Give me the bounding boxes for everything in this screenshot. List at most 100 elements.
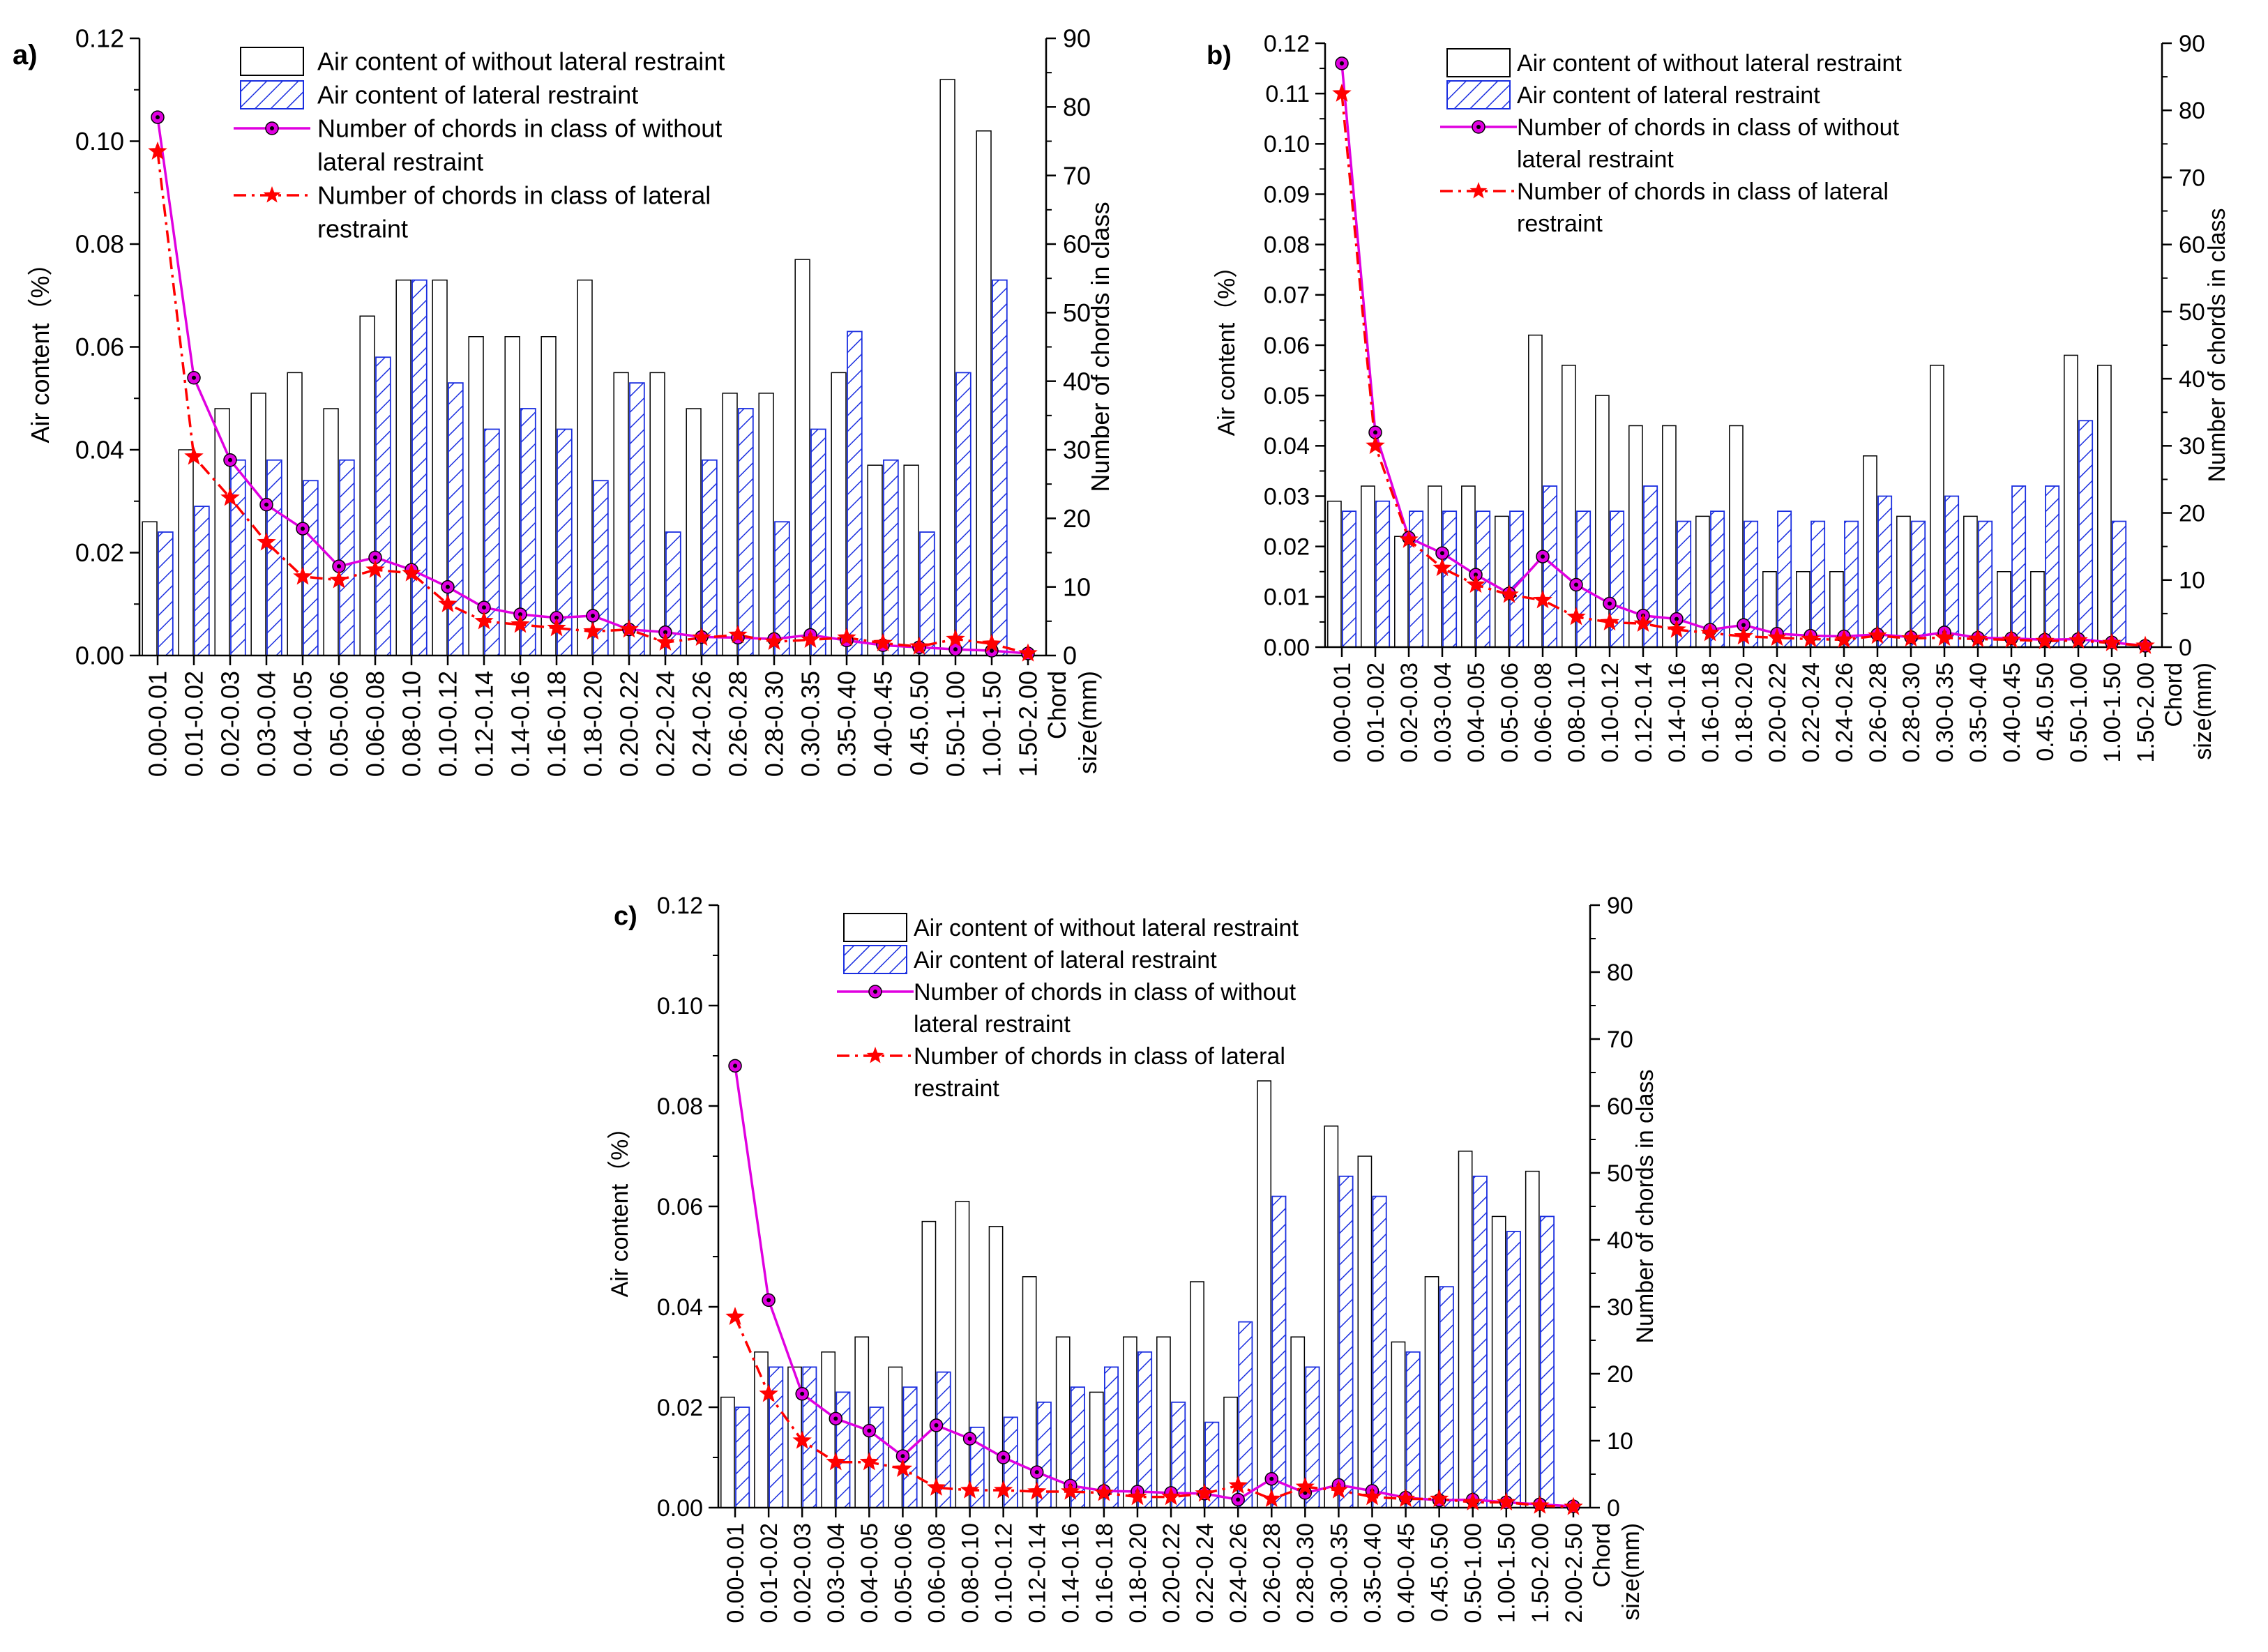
- y2-tick-label: 60: [2179, 232, 2205, 259]
- y-tick-label: 0.02: [657, 1395, 703, 1421]
- legend-label: Number of chords in class of without: [914, 979, 1296, 1006]
- point-lateral-restraint: [1396, 1489, 1416, 1508]
- y2-tick-label: 10: [1063, 573, 1091, 601]
- point-center: [967, 1437, 972, 1441]
- legend-swatch-open-bar: [240, 47, 304, 76]
- bar-without-restraint: [142, 521, 158, 656]
- bar-lateral-restraint: [869, 1407, 884, 1508]
- x-tick-label: 0.04-0.05: [1463, 662, 1490, 763]
- y2-tick-label: 10: [1607, 1428, 1633, 1455]
- point-lateral-restraint: [1362, 1487, 1382, 1506]
- y2-tick-label: 60: [1607, 1093, 1633, 1120]
- point-center: [301, 526, 305, 531]
- bar-lateral-restraint: [810, 428, 826, 656]
- x-axis-label: size(mm): [1618, 1523, 1645, 1621]
- x-tick-label: 0.24-0.26: [1831, 662, 1858, 763]
- y-axis-label: Air content（%）: [26, 250, 54, 443]
- y-tick-label: 0.10: [657, 993, 703, 1020]
- bar-without-restraint: [1424, 1276, 1439, 1508]
- x-tick-label: 0.06-0.08: [361, 671, 390, 777]
- bar-without-restraint: [1327, 500, 1342, 648]
- bar-lateral-restraint: [158, 531, 174, 656]
- point-center: [228, 457, 232, 462]
- bar-without-restraint: [1257, 1080, 1272, 1508]
- y-tick-label: 0.08: [75, 230, 124, 259]
- x-tick-label: 0.45.0.50: [2032, 662, 2059, 761]
- x-tick-label: 0.01-0.02: [1363, 662, 1389, 763]
- bar-lateral-restraint: [1405, 1351, 1421, 1508]
- x-tick-label: 0.30-0.35: [1326, 1523, 1352, 1623]
- y2-tick-label: 40: [2179, 366, 2205, 393]
- bar-lateral-restraint: [1810, 520, 1826, 648]
- point-lateral-restraint: [1027, 1481, 1047, 1500]
- bar-lateral-restraint: [2112, 520, 2127, 648]
- bar-without-restraint: [976, 130, 992, 656]
- bar-without-restraint: [854, 1336, 870, 1508]
- bar-lateral-restraint: [738, 408, 754, 656]
- legend-label: Number of chords in class of lateral: [914, 1043, 1285, 1070]
- bar-without-restraint: [903, 464, 919, 656]
- legend-label: Number of chords in class of without: [1517, 114, 1900, 141]
- panel-label: a): [13, 40, 38, 70]
- point-lateral-restraint: [859, 1452, 879, 1471]
- chart-panel-a: a) 0.00 0.02 0.04 0.06 0.08 0.10 0.12 0 10 20 30 40 5…: [13, 24, 1114, 778]
- point-lateral-restraint: [2069, 630, 2088, 649]
- point-lateral-restraint: [438, 593, 458, 612]
- bar-lateral-restraint: [1472, 1175, 1488, 1508]
- x-tick-label: 0.05-0.06: [1497, 662, 1523, 763]
- legend-label: lateral restraint: [1517, 146, 1674, 173]
- y-tick-label: 0.11: [1265, 81, 1310, 107]
- point-center: [591, 613, 595, 618]
- point-lateral-restraint: [1834, 629, 1854, 649]
- y-tick-label: 0.02: [75, 538, 124, 567]
- bar-without-restraint: [1562, 365, 1576, 648]
- y2-tick-label: 80: [2179, 98, 2205, 124]
- point-center: [1236, 1497, 1241, 1502]
- bar-lateral-restraint: [1877, 495, 1893, 648]
- bar-lateral-restraint: [902, 1386, 918, 1508]
- point-center: [934, 1423, 939, 1427]
- x-tick-label: 0.10-0.12: [991, 1523, 1018, 1623]
- bar-lateral-restraint: [303, 480, 319, 656]
- x-tick-label: 0.50-1.00: [1460, 1523, 1487, 1623]
- point-center: [482, 605, 486, 610]
- x-tick-label: 0.02-0.03: [1396, 662, 1423, 763]
- point-lateral-restraint: [960, 1480, 980, 1499]
- y-tick-label: 0.04: [75, 436, 124, 464]
- y2-tick-label: 40: [1063, 367, 1091, 395]
- y-tick-label: 0.12: [1264, 31, 1310, 57]
- y-tick-label: 0.10: [75, 127, 124, 156]
- legend-marker-star: [866, 1047, 884, 1063]
- x-tick-label: 0.00-0.01: [144, 671, 172, 777]
- x-tick-label: 0.01-0.02: [180, 671, 209, 777]
- point-lateral-restraint: [1868, 626, 1887, 644]
- point-lateral-restraint: [1667, 619, 1686, 638]
- x-tick-label: 0.40-0.45: [869, 671, 898, 777]
- legend-swatch-open-bar: [1446, 48, 1511, 77]
- bar-lateral-restraint: [836, 1391, 851, 1508]
- x-tick-label: 0.45.0.50: [1427, 1523, 1453, 1622]
- bar-lateral-restraint: [735, 1407, 750, 1508]
- point-center: [900, 1454, 905, 1459]
- bar-without-restraint: [1491, 1215, 1506, 1508]
- bar-without-restraint: [1361, 485, 1375, 648]
- point-center: [1034, 1470, 1039, 1475]
- bar-without-restraint: [720, 1396, 735, 1508]
- bar-without-restraint: [2064, 354, 2078, 648]
- x-tick-label: 0.10-0.12: [1597, 662, 1624, 763]
- bar-lateral-restraint: [1911, 520, 1926, 648]
- bar-without-restraint: [955, 1201, 970, 1508]
- legend-label: restraint: [914, 1075, 999, 1102]
- point-lateral-restraint: [1466, 575, 1485, 593]
- bar-without-restraint: [921, 1220, 937, 1508]
- bar-lateral-restraint: [2011, 485, 2027, 648]
- y-tick-label: 0.01: [1264, 584, 1310, 611]
- point-lateral-restraint: [402, 563, 421, 582]
- point-lateral-restraint: [1935, 628, 1954, 646]
- y-tick-label: 0.08: [657, 1093, 703, 1120]
- y2-tick-label: 90: [1063, 24, 1091, 53]
- bar-lateral-restraint: [230, 459, 246, 656]
- y2-tick-label: 90: [2179, 31, 2205, 57]
- y-tick-label: 0.06: [657, 1194, 703, 1220]
- x-tick-label: 2.00-2.50: [1561, 1523, 1587, 1623]
